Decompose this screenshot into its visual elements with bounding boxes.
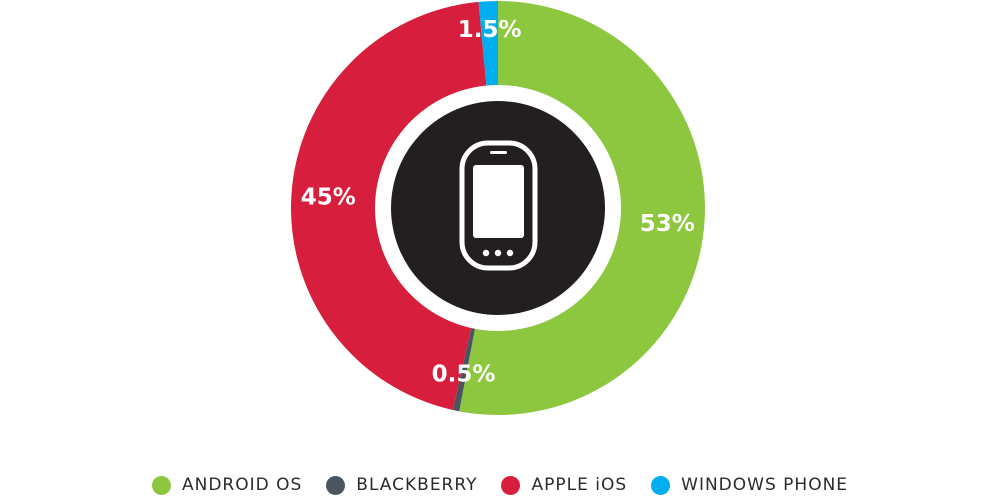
legend-dot-apple-ios (501, 475, 521, 495)
legend-item-windows-phone: WINDOWS PHONE (651, 475, 848, 495)
legend-item-apple-ios: APPLE iOS (501, 475, 627, 495)
legend-dot-windows-phone (651, 475, 671, 495)
slice-label-windows-phone: 1.5% (458, 17, 522, 43)
smartphone-icon (459, 140, 538, 271)
legend-item-android: ANDROID OS (151, 475, 303, 495)
legend: ANDROID OS BLACKBERRY APPLE iOS WINDOWS … (0, 470, 1000, 500)
legend-item-blackberry: BLACKBERRY (326, 475, 477, 495)
slice-label-blackberry: 0.5% (432, 361, 496, 387)
legend-dot-android (151, 475, 171, 495)
legend-label-blackberry: BLACKBERRY (356, 475, 478, 495)
legend-dot-blackberry (326, 475, 346, 495)
legend-label-windows-phone: WINDOWS PHONE (681, 475, 849, 495)
slice-labels: 53% 0.5% 45% 1.5% (301, 17, 695, 387)
legend-label-android: ANDROID OS (181, 475, 303, 495)
slice-label-apple-ios: 45% (301, 184, 356, 210)
legend-label-apple-ios: APPLE iOS (531, 475, 628, 495)
slice-label-android: 53% (640, 211, 695, 237)
